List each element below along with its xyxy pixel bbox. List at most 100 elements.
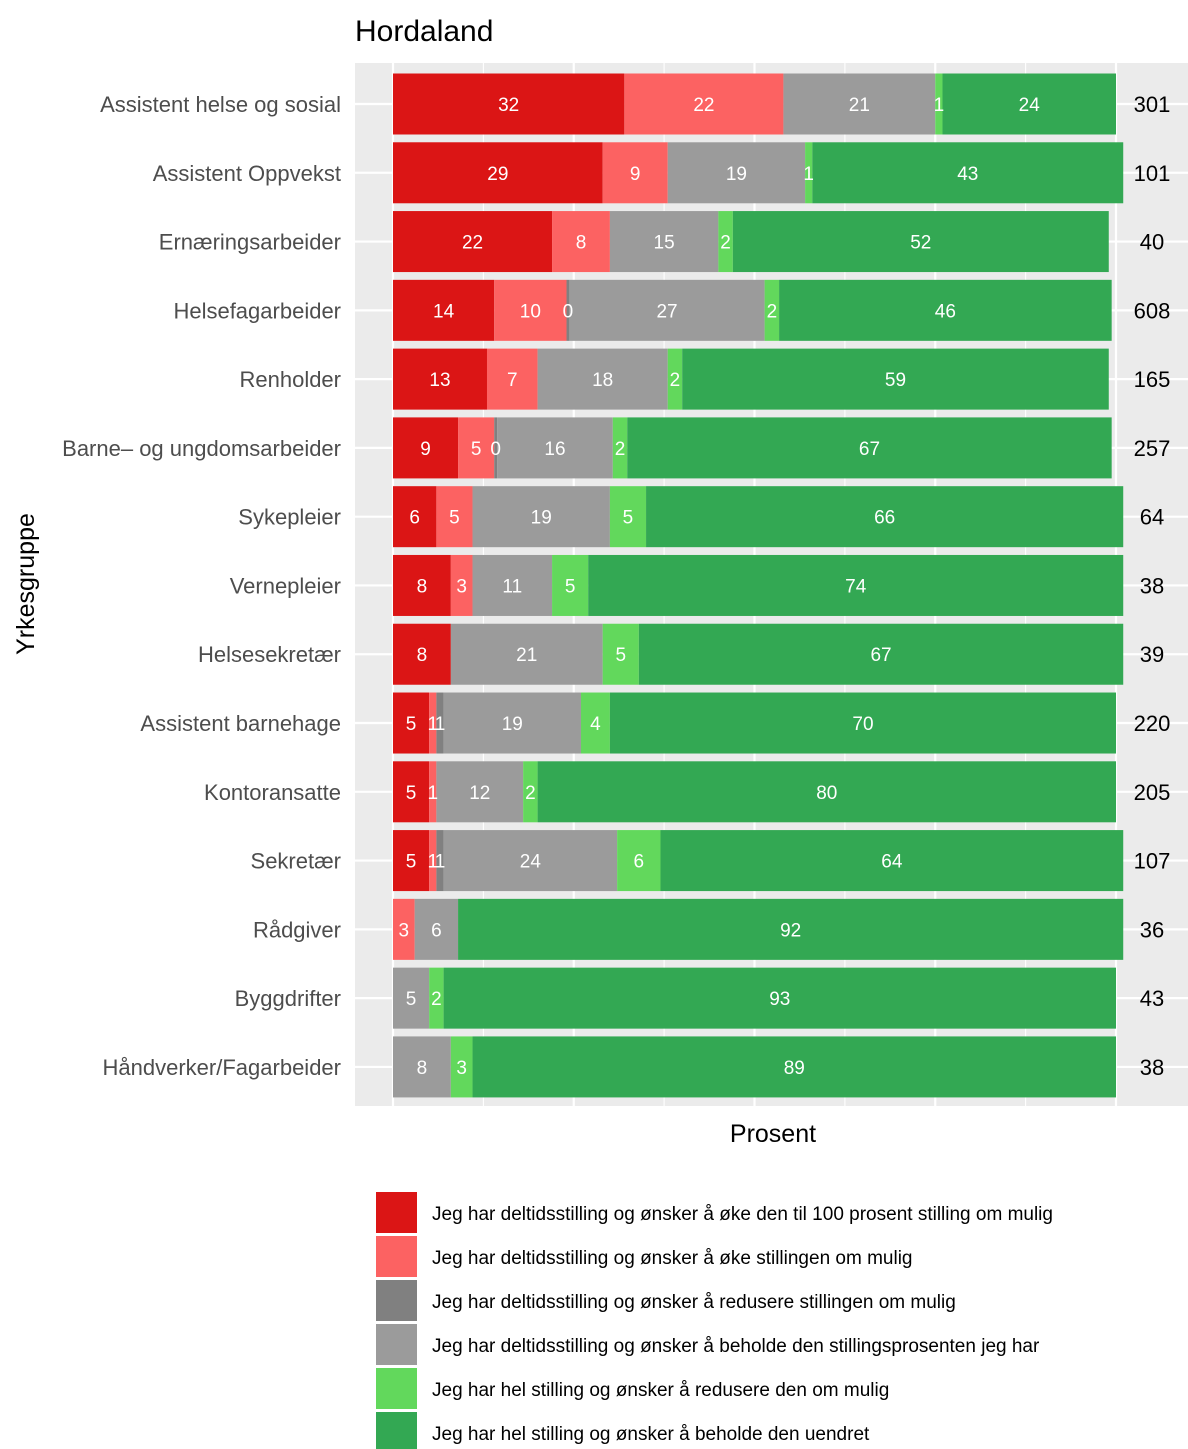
segment-value-label: 4 xyxy=(590,714,601,735)
segment-value-label: 2 xyxy=(431,989,442,1010)
category-label: Sykepleier xyxy=(238,505,341,530)
legend-label: Jeg har deltidsstilling og ønsker å øke … xyxy=(432,1248,913,1269)
bar-segment xyxy=(682,348,1109,410)
segment-value-label: 19 xyxy=(726,164,747,185)
legend-label: Jeg har deltidsstilling og ønsker å beho… xyxy=(432,1336,1040,1357)
segment-value-label: 13 xyxy=(429,370,450,391)
n-label: 40 xyxy=(1140,230,1164,255)
legend: Jeg har deltidsstilling og ønsker å øke … xyxy=(376,1192,1053,1449)
segment-value-label: 1 xyxy=(427,714,438,735)
bar-segment xyxy=(537,761,1116,823)
sample-size-labels: 301 101 40 608 165 257 64 38 39 220 205 107 36 43 38 xyxy=(1134,92,1171,1080)
segment-value-label: 27 xyxy=(656,301,677,322)
segment-value-label: 5 xyxy=(449,508,460,529)
segment-value-label: 5 xyxy=(471,439,482,460)
bar-segment xyxy=(472,486,610,548)
segment-value-label: 52 xyxy=(910,233,931,254)
segment-value-label: 92 xyxy=(780,920,801,941)
bar-segment xyxy=(443,967,1116,1029)
bar-segment xyxy=(472,554,553,616)
legend-key xyxy=(376,1192,417,1233)
n-label: 257 xyxy=(1134,436,1171,461)
segment-value-label: 18 xyxy=(592,370,613,391)
bar-segment xyxy=(602,623,639,685)
legend-label: Jeg har hel stilling og ønsker å reduser… xyxy=(432,1380,889,1401)
bar-segment xyxy=(393,73,625,135)
segment-value-label: 5 xyxy=(623,508,634,529)
segment-value-label: 32 xyxy=(498,95,519,116)
segment-value-label: 19 xyxy=(502,714,523,735)
legend-key xyxy=(376,1324,417,1365)
category-label: Barne– og ungdomsarbeider xyxy=(62,436,341,461)
bar-segment xyxy=(393,692,430,754)
segment-value-label: 5 xyxy=(406,783,417,804)
legend-key xyxy=(376,1368,417,1409)
segment-value-label: 19 xyxy=(531,508,552,529)
n-label: 38 xyxy=(1140,573,1164,598)
bar-segment xyxy=(393,417,459,479)
legend-label: Jeg har deltidsstilling og ønsker å redu… xyxy=(432,1292,956,1313)
n-label: 43 xyxy=(1140,986,1164,1011)
segment-value-label: 21 xyxy=(516,645,537,666)
bar-segment xyxy=(812,142,1124,204)
segment-value-label: 74 xyxy=(845,576,867,597)
bar-segment xyxy=(486,348,538,410)
bar-segment xyxy=(609,211,719,273)
category-label: Helsesekretær xyxy=(198,642,341,667)
bar-segment xyxy=(494,417,498,479)
bar-segment xyxy=(443,830,618,892)
bar-segment xyxy=(393,348,487,410)
n-label: 107 xyxy=(1134,849,1171,874)
bar-segment xyxy=(580,692,610,754)
segment-value-label: 5 xyxy=(406,714,417,735)
segment-value-label: 89 xyxy=(784,1058,805,1079)
category-label: Byggdrifter xyxy=(235,986,341,1011)
bar-segment xyxy=(805,142,813,204)
segment-value-label: 80 xyxy=(816,783,837,804)
segment-value-label: 1 xyxy=(435,714,446,735)
bar-segment xyxy=(627,417,1112,479)
legend-key xyxy=(376,1236,417,1277)
n-label: 165 xyxy=(1134,367,1171,392)
category-label: Assistent barnehage xyxy=(140,711,341,736)
bar-segment xyxy=(783,73,936,135)
category-label: Rådgiver xyxy=(253,917,341,942)
segment-value-label: 21 xyxy=(849,95,870,116)
segment-value-label: 22 xyxy=(693,95,714,116)
bar-segment xyxy=(646,486,1124,548)
category-label: Assistent Oppvekst xyxy=(153,161,341,186)
legend-key xyxy=(376,1412,417,1449)
bar-segment xyxy=(450,623,603,685)
bar-segment xyxy=(393,761,430,823)
bar-segment xyxy=(764,279,780,341)
bar-segment xyxy=(667,348,683,410)
bar-segment xyxy=(609,486,647,548)
category-label: Håndverker/Fagarbeider xyxy=(103,1055,341,1080)
legend-label: Jeg har hel stilling og ønsker å beholde… xyxy=(432,1424,870,1445)
legend-key xyxy=(376,1280,417,1321)
category-label: Vernepleier xyxy=(230,573,341,598)
bar-segment xyxy=(588,554,1124,616)
segment-value-label: 24 xyxy=(1019,95,1041,116)
category-label: Renholder xyxy=(239,367,341,392)
bar-segment xyxy=(732,211,1109,273)
bar-segment xyxy=(393,279,495,341)
y-axis-title: Yrkesgruppe xyxy=(12,513,40,655)
bar-segment xyxy=(779,279,1112,341)
bar-segment xyxy=(393,1036,451,1098)
n-label: 38 xyxy=(1140,1055,1164,1080)
segment-value-label: 2 xyxy=(670,370,681,391)
n-label: 36 xyxy=(1140,917,1164,942)
segment-value-label: 6 xyxy=(409,508,420,529)
bar-segment xyxy=(617,830,661,892)
n-label: 205 xyxy=(1134,780,1171,805)
bar-segment xyxy=(436,692,444,754)
bar-segment xyxy=(935,73,943,135)
bar-segment xyxy=(458,417,495,479)
segment-value-label: 3 xyxy=(399,920,410,941)
segment-value-label: 5 xyxy=(406,852,417,873)
segment-value-label: 9 xyxy=(420,439,431,460)
bar-segment xyxy=(450,1036,473,1098)
bar-segment xyxy=(393,554,451,616)
